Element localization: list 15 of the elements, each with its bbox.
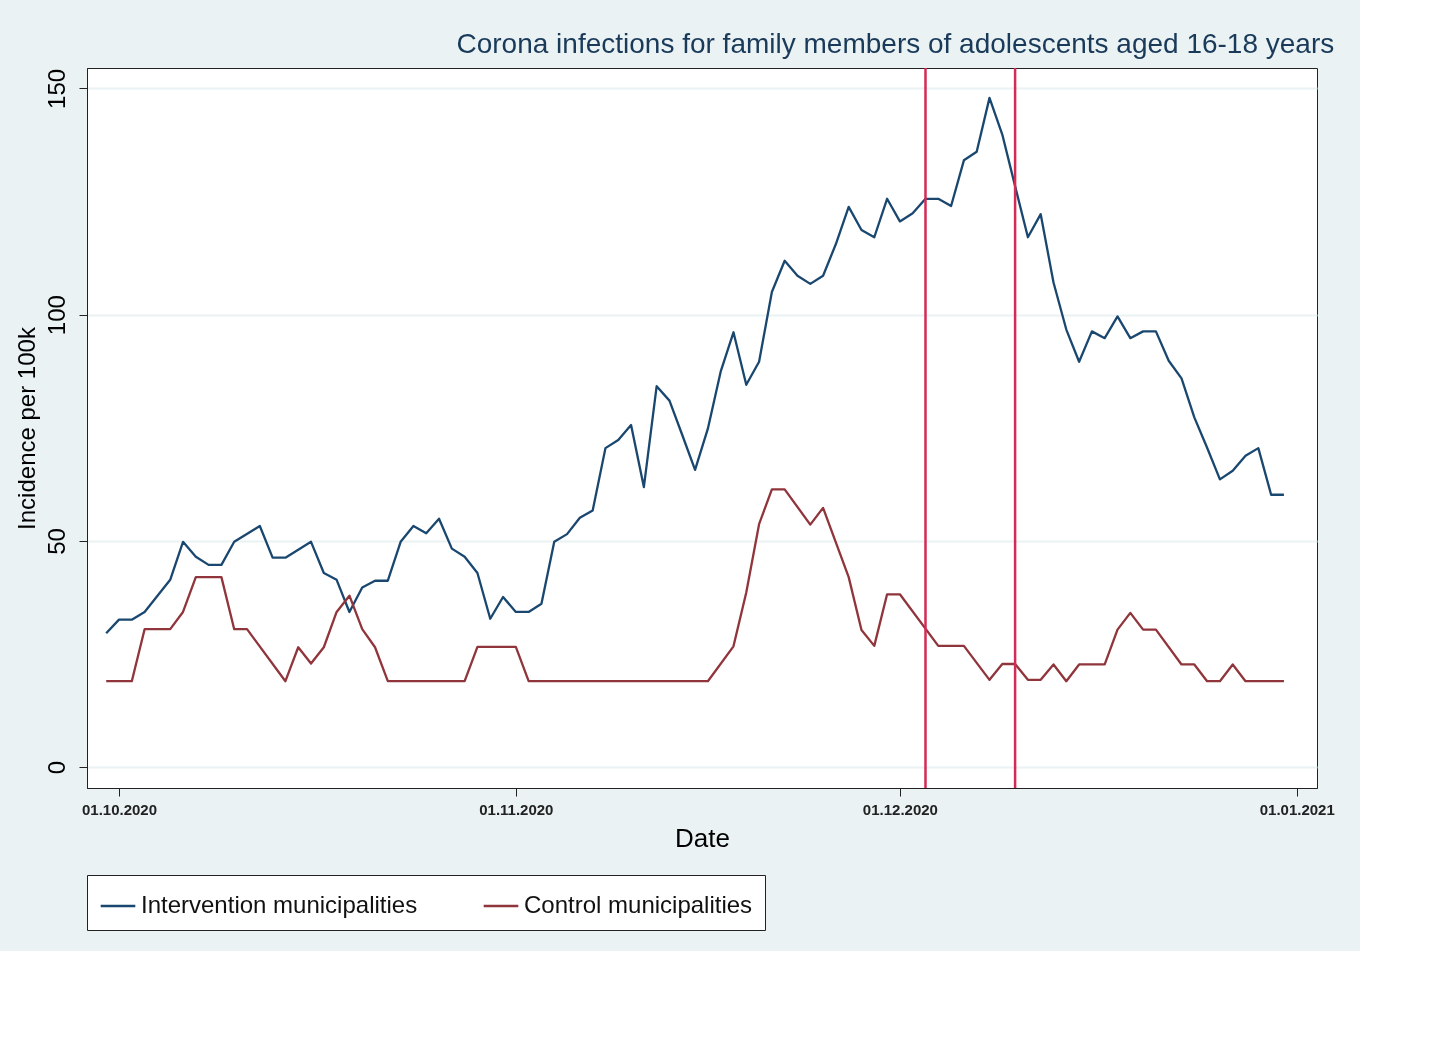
y-tick-label: 100 (42, 295, 70, 336)
x-tick-label: 01.01.2021 (1259, 800, 1335, 818)
line-series (105, 488, 1286, 683)
x-tick-label: 01.11.2020 (479, 800, 554, 818)
legend-label: Control municipalities (524, 891, 753, 918)
x-tick-label: 01.12.2020 (862, 800, 938, 818)
y-tick-label: 50 (42, 528, 70, 555)
legend-label: Intervention municipalities (141, 891, 418, 918)
chart-title: Corona infections for family members of adolescents aged 16-18 years (456, 27, 1335, 59)
y-tick-label: 0 (42, 761, 70, 775)
x-tick-label: 01.10.2020 (81, 800, 158, 818)
line-series (105, 96, 1286, 635)
x-axis-title: Date (675, 822, 730, 853)
y-axis-title: Incidence per 100k (12, 326, 40, 530)
y-tick-label: 150 (42, 68, 70, 109)
